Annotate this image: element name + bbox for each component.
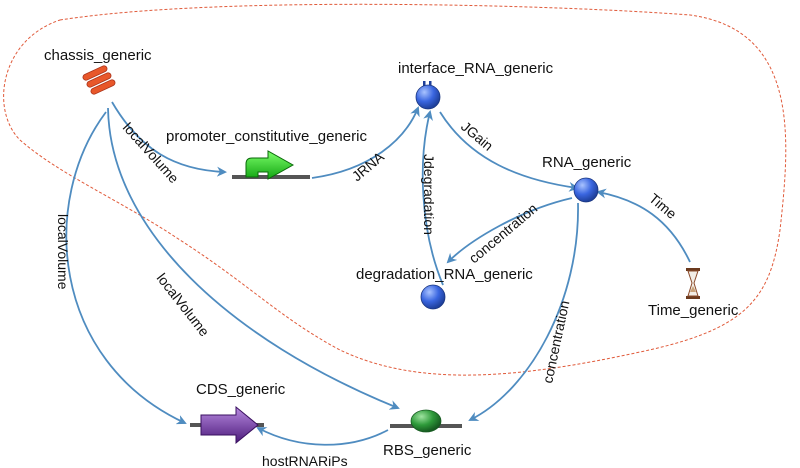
edge-label-local-volume-cds: localVolume	[55, 214, 71, 290]
edge-label-host-rna-ripps: hostRNARiPs	[262, 453, 348, 468]
edge-concentration-degradation	[446, 197, 573, 264]
edges	[65, 101, 691, 446]
edge-local-volume-rbs	[107, 107, 400, 410]
node-interface-rna[interactable]: interface_RNA_generic	[398, 60, 554, 110]
node-time[interactable]: Time_generic	[648, 268, 739, 319]
node-rna[interactable]: RNA_generic	[542, 154, 632, 203]
edge-label-time: Time	[646, 190, 680, 222]
node-label-degradation-rna: degradation_RNA_generic	[356, 266, 533, 283]
node-cds[interactable]: CDS_generic	[190, 381, 286, 445]
species-circle-icon	[420, 284, 446, 310]
node-label-rbs: RBS_generic	[383, 442, 472, 459]
species-circle-icon	[415, 81, 441, 110]
edge-concentration-rbs	[468, 202, 579, 421]
rbs-ellipse-icon	[410, 409, 442, 433]
node-label-interface-rna: interface_RNA_generic	[398, 60, 554, 77]
species-circle-icon	[573, 177, 599, 203]
promoter-arrow-icon	[245, 150, 295, 180]
edge-local-volume-cds	[65, 111, 187, 425]
node-label-promoter: promoter_constitutive_generic	[166, 128, 367, 145]
bacteria-icon	[82, 65, 116, 95]
edge-jdegradation	[421, 110, 444, 286]
node-rbs[interactable]: RBS_generic	[383, 409, 472, 459]
edge-jrna	[311, 106, 420, 179]
edge-label-jdegradation: Jdegradation	[421, 154, 437, 235]
edge-local-volume-promoter	[111, 101, 227, 177]
edge-time	[596, 188, 691, 263]
node-label-chassis: chassis_generic	[44, 47, 152, 64]
edge-label-concentration-degradation: concentration	[466, 200, 541, 266]
hourglass-icon	[686, 268, 700, 299]
edge-label-jrna: JRNA	[349, 148, 388, 184]
node-promoter[interactable]: promoter_constitutive_generic	[166, 128, 367, 180]
edge-label-local-volume-rbs: localVolume	[154, 270, 213, 340]
node-label-cds: CDS_generic	[196, 381, 286, 398]
edge-jgain	[439, 111, 579, 192]
node-label-time: Time_generic	[648, 302, 739, 319]
node-chassis[interactable]: chassis_generic	[44, 47, 152, 95]
edge-host-rna-ripps	[256, 427, 389, 446]
cds-arrow-icon	[200, 405, 259, 445]
node-label-rna: RNA_generic	[542, 154, 632, 171]
edge-label-jgain: JGain	[458, 118, 496, 154]
node-degradation-rna[interactable]: degradation_RNA_generic	[356, 266, 533, 310]
